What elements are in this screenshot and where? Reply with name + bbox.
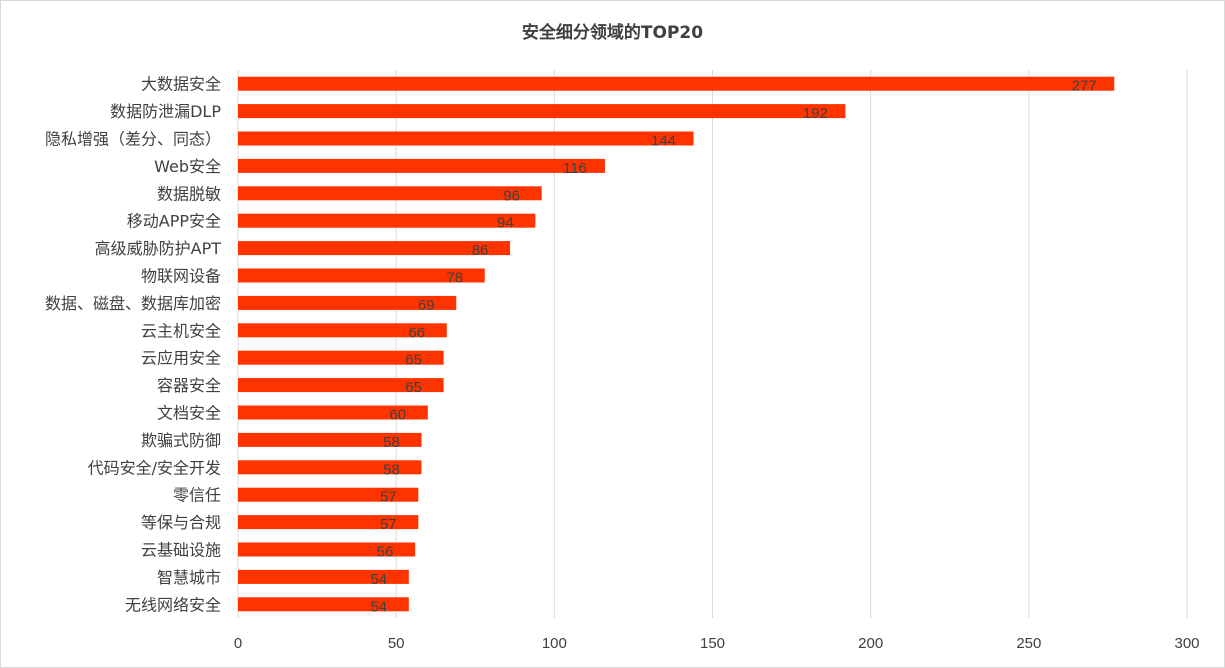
data-label: 144 [651, 133, 676, 150]
x-tick-label: 300 [1174, 635, 1199, 652]
bar [238, 405, 428, 420]
gridlines [237, 70, 1188, 618]
category-label: 代码安全/安全开发 [88, 458, 221, 477]
category-label: 数据防泄漏DLP [110, 102, 221, 121]
bar [238, 213, 536, 228]
bar [238, 158, 605, 173]
bar [238, 131, 694, 146]
x-tick-label: 100 [542, 635, 567, 652]
data-label: 192 [803, 105, 828, 122]
data-label: 94 [497, 215, 514, 232]
category-label: Web安全 [154, 157, 221, 176]
bar [238, 569, 409, 584]
category-label: 大数据安全 [141, 75, 221, 94]
bar [238, 460, 422, 475]
bar [238, 350, 444, 365]
category-label: 无线网络安全 [125, 595, 221, 614]
category-label: 欺骗式防御 [141, 431, 221, 450]
category-label: 隐私增强（差分、同态） [45, 130, 221, 149]
data-label: 78 [446, 270, 463, 287]
category-label: 容器安全 [157, 376, 221, 395]
bars [238, 76, 1115, 612]
data-label: 277 [1072, 78, 1097, 95]
data-label: 96 [503, 187, 520, 204]
x-tick-label: 0 [234, 635, 242, 652]
category-label: 文档安全 [157, 404, 221, 423]
category-label: 云应用安全 [141, 349, 221, 368]
bar [238, 268, 485, 283]
data-label: 65 [405, 379, 422, 396]
category-label: 智慧城市 [157, 568, 221, 587]
data-label: 65 [405, 352, 422, 369]
x-tick-label: 50 [388, 635, 405, 652]
x-tick-label: 150 [700, 635, 725, 652]
bar [238, 432, 422, 447]
bar [238, 487, 419, 502]
bar [238, 597, 409, 612]
category-label: 物联网设备 [141, 267, 221, 286]
data-label: 57 [380, 489, 397, 506]
data-label: 58 [383, 461, 400, 478]
data-label: 66 [408, 324, 425, 341]
data-label: 60 [389, 407, 406, 424]
bar [238, 104, 846, 119]
category-label: 高级威胁防护APT [95, 239, 222, 258]
bar [238, 295, 457, 310]
data-label: 58 [383, 434, 400, 451]
category-label: 云基础设施 [141, 541, 221, 560]
bar [238, 241, 511, 256]
data-label: 56 [377, 544, 394, 561]
chart-title: 安全细分领域的TOP20 [521, 23, 704, 43]
bar [238, 378, 444, 393]
category-label: 云主机安全 [141, 321, 221, 340]
bar [238, 76, 1115, 91]
data-label: 86 [472, 242, 489, 259]
category-label: 数据、磁盘、数据库加密 [45, 294, 221, 313]
bar [238, 186, 542, 201]
bar [238, 542, 416, 557]
category-label: 等保与合规 [141, 513, 221, 532]
data-label: 116 [563, 160, 587, 177]
labels: 0 50 100 150 200 250 300 大数据安全 277 数据防泄漏DLP 192 隐私增… [45, 75, 1200, 652]
bar [238, 323, 447, 338]
category-label: 移动APP安全 [127, 212, 221, 231]
category-label: 数据脱敏 [157, 184, 221, 203]
data-label: 54 [370, 571, 387, 588]
data-label: 54 [370, 598, 387, 615]
x-tick-label: 200 [858, 635, 883, 652]
bar [238, 515, 419, 530]
category-label: 零信任 [173, 486, 221, 505]
x-tick-label: 250 [1016, 635, 1041, 652]
data-label: 57 [380, 516, 397, 533]
data-label: 69 [418, 297, 435, 314]
